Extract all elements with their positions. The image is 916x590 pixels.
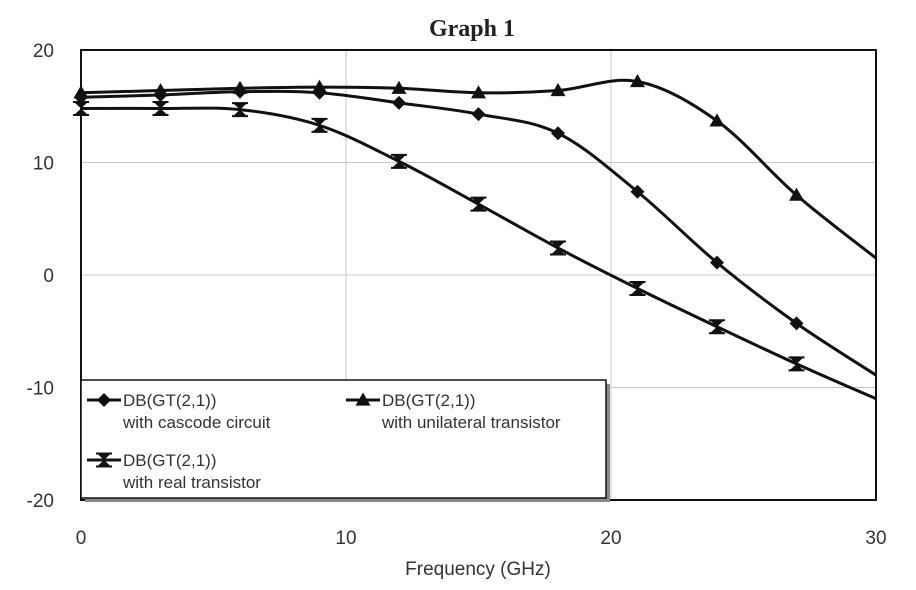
x-tick-label: 20 (600, 528, 621, 549)
data-point-triangle (471, 85, 486, 99)
data-point-diamond (471, 107, 486, 122)
data-point-hourglass-shape (710, 320, 724, 334)
x-tick-label: 10 (335, 528, 356, 549)
data-point-hourglass (232, 102, 248, 118)
data-point-hourglass (311, 117, 328, 133)
data-point-hourglass (709, 319, 725, 335)
data-point-hourglass-shape (630, 282, 645, 295)
y-tick-label: -10 (27, 379, 54, 400)
x-tick-label: 0 (76, 528, 87, 549)
data-point-hourglass (550, 240, 566, 256)
legend-series-subtitle: with real transistor (122, 473, 261, 492)
data-point-hourglass-shape (233, 103, 247, 117)
y-tick-label: 20 (33, 41, 54, 62)
data-point-hourglass-shape (74, 102, 88, 115)
data-point-triangle (73, 85, 89, 99)
series-line-hourglass (80, 106, 877, 401)
series-line-triangle (80, 78, 877, 260)
legend-series-subtitle: with unilateral transistor (381, 413, 561, 432)
data-point-hourglass-shape (471, 197, 486, 211)
data-point-diamond (392, 95, 406, 110)
chart-title: Graph 1 (429, 16, 515, 42)
series-hourglass (73, 101, 877, 401)
series-group (73, 74, 877, 401)
data-point-triangle (709, 113, 725, 127)
data-point-triangle (550, 83, 566, 97)
data-point-hourglass-shape (392, 154, 406, 168)
data-point-hourglass (470, 196, 487, 212)
x-axis-label: Frequency (GHz) (405, 559, 551, 580)
legend: DB(GT(2,1))with cascode circuitDB(GT(2,1… (80, 379, 610, 502)
legend-series-name: DB(GT(2,1)) (123, 451, 217, 470)
y-tick-label: 0 (43, 266, 54, 287)
series-diamond (74, 84, 877, 377)
series-triangle (73, 74, 877, 260)
data-point-hourglass (629, 281, 646, 296)
legend-marker-diamond (97, 393, 111, 407)
legend-series-subtitle: with cascode circuit (122, 413, 271, 432)
data-point-hourglass (391, 153, 407, 169)
data-point-triangle (789, 187, 804, 201)
legend-marker-hourglass-shape (97, 453, 111, 467)
data-point-hourglass (152, 101, 169, 116)
data-point-diamond (789, 316, 804, 331)
data-point-triangle (153, 83, 168, 97)
data-point-diamond (551, 126, 565, 141)
legend-marker-triangle (355, 392, 371, 406)
legend-series-name: DB(GT(2,1)) (123, 391, 217, 410)
legend-marker-hourglass (96, 452, 112, 468)
x-tick-label: 30 (865, 528, 886, 549)
legend-item-hourglass: DB(GT(2,1)) with real transistor (87, 451, 261, 492)
legend-item-diamond: DB(GT(2,1)) with cascode circuit (87, 391, 271, 432)
data-point-hourglass-shape (312, 118, 327, 132)
data-point-hourglass-shape (153, 102, 168, 115)
data-point-triangle (391, 80, 407, 94)
legend-series-name: DB(GT(2,1)) (382, 391, 476, 410)
data-point-hourglass (788, 356, 805, 372)
legend-box (80, 379, 607, 499)
data-point-triangle (312, 79, 327, 93)
series-line-diamond (80, 89, 877, 377)
legend-item-triangle: DB(GT(2,1)) with unilateral transistor (346, 391, 561, 432)
data-point-diamond (710, 255, 724, 270)
data-point-hourglass (73, 101, 89, 116)
data-point-triangle (232, 80, 248, 94)
data-point-triangle (630, 74, 645, 88)
y-tick-label: -20 (27, 491, 54, 512)
y-tick-label: 10 (33, 154, 54, 175)
data-point-hourglass-shape (789, 357, 804, 371)
data-point-diamond (630, 184, 645, 199)
data-point-hourglass-shape (551, 241, 565, 255)
